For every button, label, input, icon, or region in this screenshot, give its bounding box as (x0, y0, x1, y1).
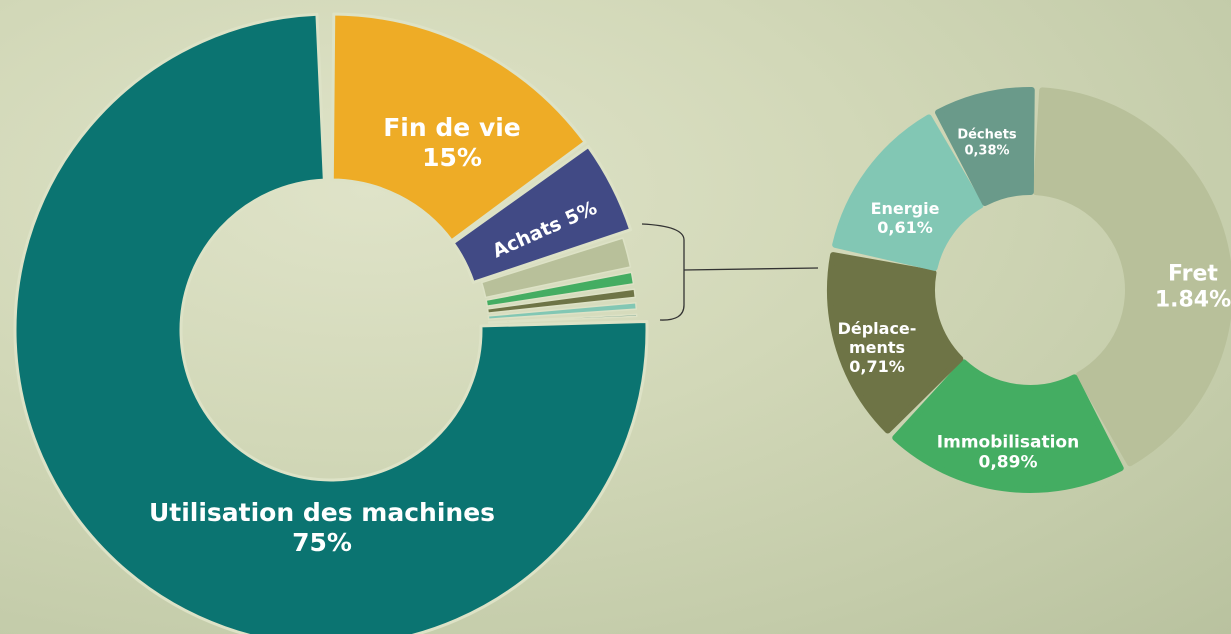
bracket (642, 224, 684, 320)
label-value: 0,61% (871, 218, 940, 237)
connector (642, 224, 818, 320)
label-name: Immobilisation (937, 433, 1079, 453)
label-value: 15% (383, 143, 521, 173)
label-value: 75% (112, 528, 532, 558)
label-value: 0,38% (957, 143, 1016, 159)
label-name: Energie (871, 199, 940, 218)
label-name: Déchets (957, 127, 1016, 143)
connector-line (684, 268, 818, 270)
label-value: 0,71% (832, 358, 922, 377)
label-name: Déplace-ments (832, 319, 922, 357)
label-value: 0,89% (937, 453, 1079, 473)
label-name: Fret (1155, 262, 1231, 288)
label-value: 1.84% (1155, 288, 1231, 314)
label-name: Fin de vie (383, 113, 521, 143)
label-name: Utilisation des machines (112, 498, 532, 528)
page: Fin de vie15%Achats 5%Utilisation des ma… (0, 0, 1231, 634)
